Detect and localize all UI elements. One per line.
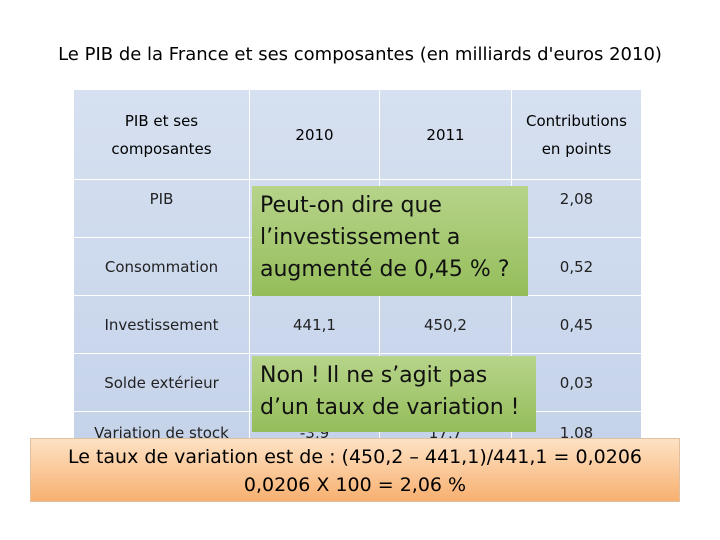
table-cell: Variation de stock <box>74 412 250 440</box>
table-cell: 1,08 <box>512 412 642 440</box>
table-cell: 441,1 <box>250 296 380 354</box>
table-cell: 0,03 <box>512 354 642 412</box>
table-cell: Investissement <box>74 296 250 354</box>
callout: Le taux de variation est de : (450,2 – 4… <box>30 438 680 502</box>
table-cell: 2,08 <box>512 180 642 238</box>
callout-line: l’investissement a <box>260 225 461 250</box>
table-cell: 0,45 <box>512 296 642 354</box>
callout-line: d’un taux de variation ! <box>260 395 520 420</box>
header-cell: Contributions en points <box>512 90 642 180</box>
callout-line: augmenté de 0,45 % ? <box>260 257 510 282</box>
table-cell: Consommation <box>74 238 250 296</box>
callout-line: Non ! Il ne s’agit pas <box>260 363 488 388</box>
header-cell: 2011 <box>380 90 512 180</box>
title: Le PIB de la France et ses composantes (… <box>58 44 662 65</box>
table-cell: PIB <box>74 180 250 238</box>
table-cell: 0,52 <box>512 238 642 296</box>
table-cell: Solde extérieur <box>74 354 250 412</box>
callout-line: Peut-on dire que <box>260 193 442 218</box>
header-cell: 2010 <box>250 90 380 180</box>
callout: Peut-on dire que l’investissement a augmen… <box>252 186 528 296</box>
callout-line: Le taux de variation est de : (450,2 – 4… <box>67 446 643 468</box>
header-cell: PIB et ses composantes <box>74 90 250 180</box>
table-cell: 450,2 <box>380 296 512 354</box>
callout: Non ! Il ne s’agit pas d’un taux de varia… <box>252 356 536 432</box>
callout-line: 0,0206 X 100 = 2,06 % <box>243 474 467 496</box>
